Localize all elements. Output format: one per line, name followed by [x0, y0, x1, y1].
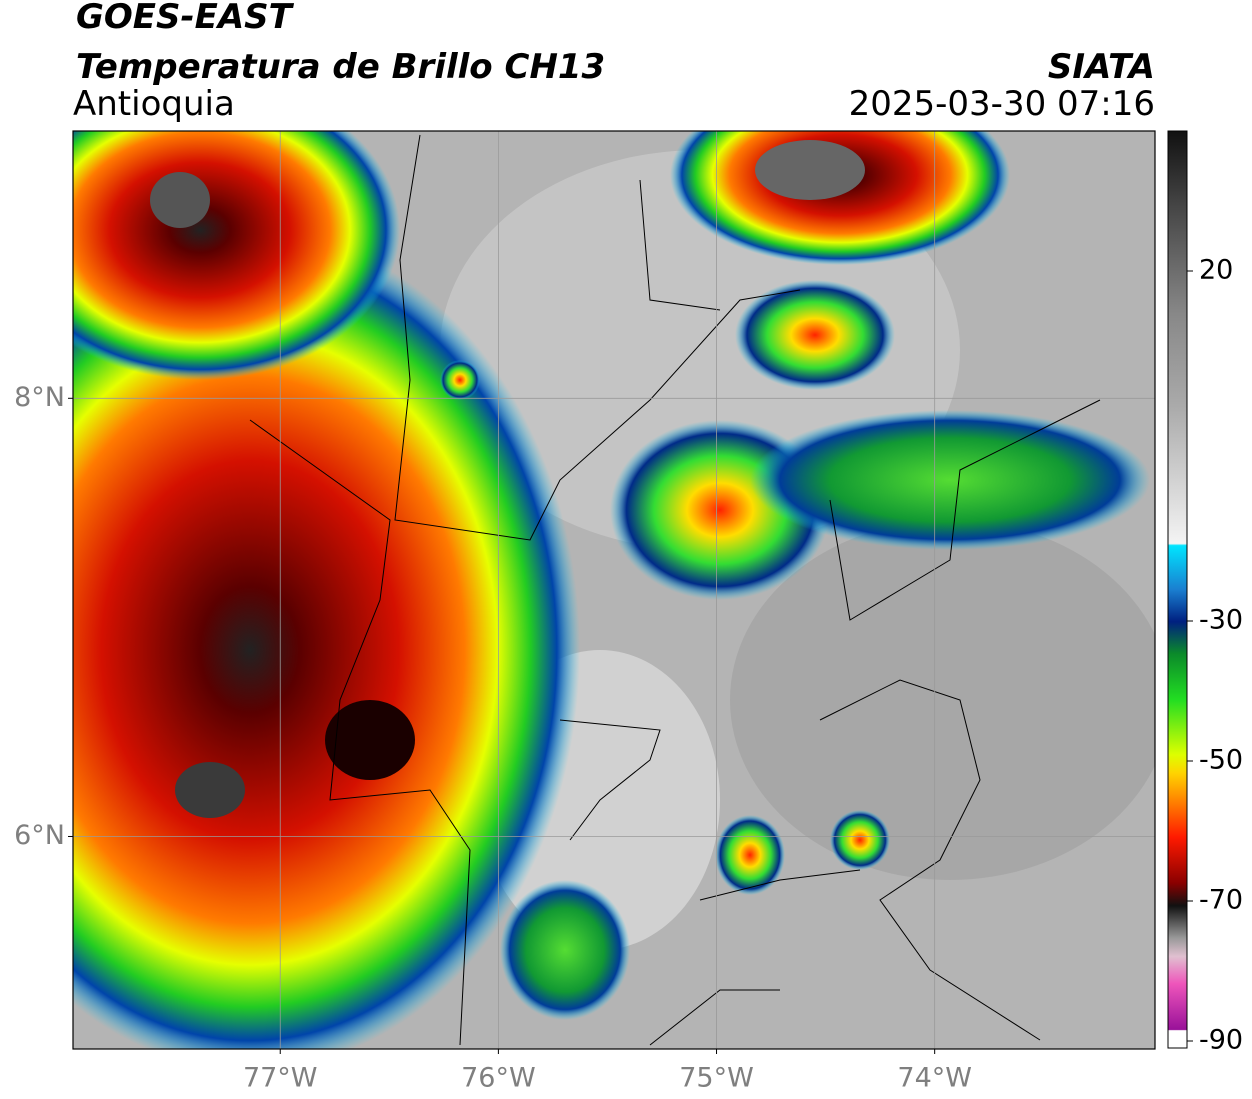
- lat-tick-label: 8°N: [14, 382, 65, 413]
- lon-tick-label: 75°W: [679, 1063, 754, 1094]
- map-frame: [72, 130, 1156, 1050]
- lat-tick-label: 6°N: [14, 820, 65, 851]
- grid: [73, 131, 1155, 1049]
- lon-tick-label: 76°W: [461, 1063, 536, 1094]
- region: Antioquia: [73, 84, 235, 124]
- satellite-image: [73, 131, 1155, 1049]
- subtitle: Temperatura de Brillo CH13: [76, 47, 605, 87]
- colorbar-label: -90: [1199, 1025, 1243, 1056]
- colorbar-label: 20: [1199, 255, 1233, 286]
- colorbar-label: -30: [1199, 605, 1243, 636]
- title: GOES-EAST: [76, 0, 295, 37]
- lon-tick-label: 74°W: [897, 1063, 972, 1094]
- lon-tick-label: 77°W: [243, 1063, 318, 1094]
- datetime: 2025-03-30 07:16: [849, 84, 1155, 124]
- source: SIATA: [1048, 47, 1155, 87]
- colorbar: [1167, 130, 1188, 1049]
- colorbar-label: -50: [1199, 745, 1243, 776]
- colorbar-label: -70: [1199, 885, 1243, 916]
